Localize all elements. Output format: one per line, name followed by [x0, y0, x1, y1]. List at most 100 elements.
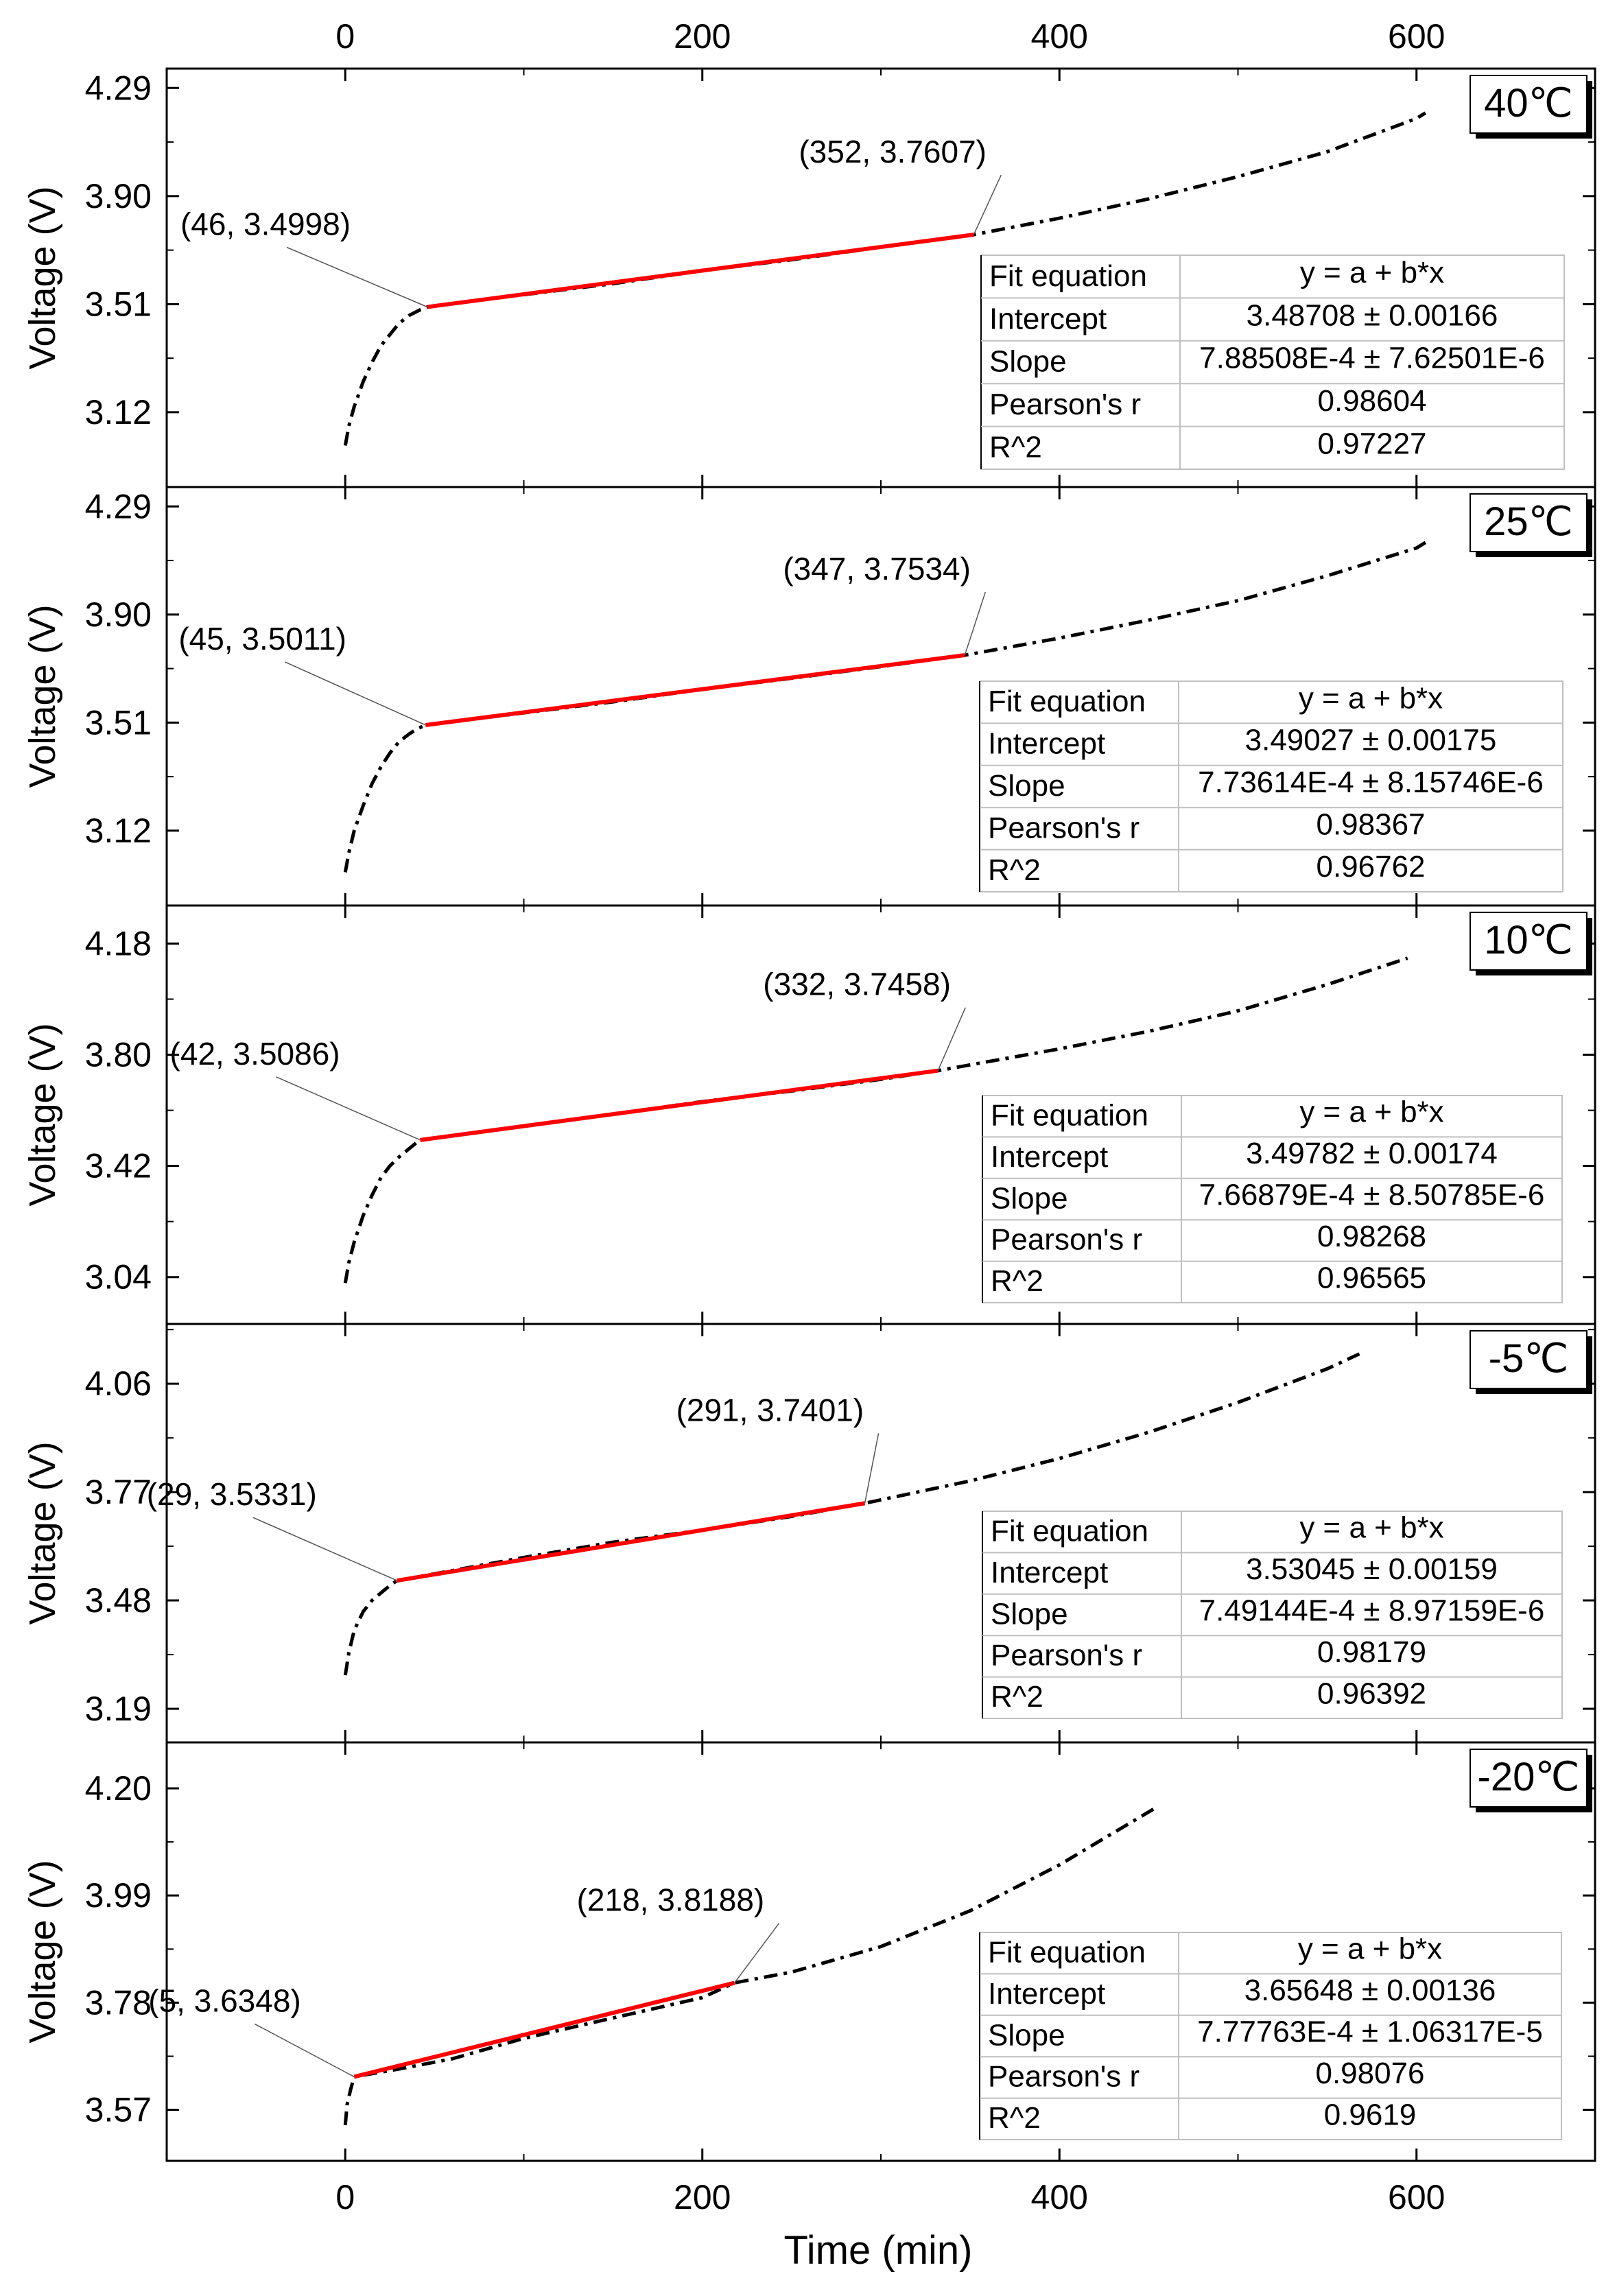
fit-table-value: 0.98268 — [1317, 1220, 1426, 1253]
fit-table-value: 7.77763E-4 ± 1.06317E-5 — [1197, 2015, 1543, 2048]
linear-fit-line — [425, 653, 965, 727]
fit-table-value: 0.97227 — [1317, 427, 1426, 461]
fit-table-key: R^2 — [991, 1264, 1043, 1298]
annotation-leader — [254, 2023, 355, 2078]
temperature-label: -20℃ — [1478, 1755, 1580, 1799]
annotation-leader — [973, 174, 1002, 235]
fit-table-value: 7.73614E-4 ± 8.15746E-6 — [1198, 766, 1544, 799]
fit-table-key: Fit equation — [991, 1514, 1148, 1548]
fit-table-value: 0.98604 — [1317, 384, 1426, 418]
fit-table-key: R^2 — [989, 431, 1042, 464]
fit-table-value: 7.66879E-4 ± 8.50785E-6 — [1199, 1178, 1545, 1211]
temperature-label: -5℃ — [1489, 1336, 1569, 1381]
fit-table-frame — [979, 1932, 1562, 2140]
y-tick-label: 4.06 — [85, 1364, 152, 1403]
fit-table-frame — [982, 1511, 1563, 1719]
annotation-label: (352, 3.7607) — [799, 134, 987, 169]
fit-table-key: Pearson's r — [988, 811, 1140, 844]
fit-table-value: 7.88508E-4 ± 7.62501E-6 — [1199, 342, 1545, 375]
fit-table-key: Fit equation — [989, 259, 1147, 293]
linear-fit-line — [353, 1980, 735, 2079]
y-tick-label: 3.42 — [85, 1147, 152, 1185]
panel-3: 3.04 3.42 3.80 4.18 Voltage (V) (42, 3.5086) (… — [22, 904, 1596, 1325]
linear-fit-line — [420, 1068, 939, 1142]
fit-table-frame — [980, 255, 1565, 470]
fit-table: Fit equation y = a + b*x Intercept 3.65648 … — [979, 1932, 1562, 2140]
annotation-label: (218, 3.8188) — [577, 1882, 765, 1918]
y-tick-label: 4.29 — [85, 69, 152, 107]
y-tick-label: 3.78 — [85, 1983, 152, 2022]
y-tick-label: 4.18 — [85, 924, 152, 962]
panel-2: 3.12 3.51 3.90 4.29 Voltage (V) (45, 3.5011) (… — [22, 486, 1596, 907]
fit-table: Fit equation y = a + b*x Intercept 3.49027 … — [979, 680, 1563, 892]
y-tick-label: 3.51 — [85, 703, 152, 742]
x-tick-label-bottom: 0 — [335, 2178, 355, 2216]
y-tick-label: 3.57 — [85, 2091, 152, 2129]
fit-table-key: Pearson's r — [989, 388, 1141, 421]
y-tick-label: 3.12 — [85, 393, 152, 431]
annotation-leader — [276, 1076, 421, 1141]
shared-x-axes: 0 0 200 200 400 400 600 600 — [335, 17, 1445, 2216]
annotation-leader — [937, 1007, 966, 1071]
y-axis-title: Voltage (V) — [22, 186, 63, 369]
linear-fit-line — [397, 1501, 866, 1583]
fit-table-value: 0.98367 — [1316, 807, 1425, 841]
y-tick-label: 3.90 — [85, 595, 152, 634]
x-tick-label-top: 0 — [335, 17, 355, 56]
x-tick-label-bottom: 400 — [1031, 2178, 1088, 2216]
temperature-box — [1470, 75, 1588, 134]
fit-table-value: 7.49144E-4 ± 8.97159E-6 — [1199, 1594, 1545, 1627]
panel-4: 3.19 3.48 3.77 4.06 Voltage (V) (29, 3.5331) (… — [22, 1323, 1596, 1744]
fit-table-value: 0.96392 — [1317, 1677, 1426, 1710]
fit-table-key: Pearson's r — [988, 2060, 1140, 2094]
y-tick-label: 3.48 — [85, 1581, 152, 1620]
fit-table-key: Slope — [989, 345, 1067, 379]
temperature-label: 40℃ — [1484, 81, 1573, 126]
annotation-label: (46, 3.4998) — [180, 206, 351, 241]
annotation-label: (291, 3.7401) — [676, 1392, 864, 1428]
annotation-label: (332, 3.7458) — [763, 967, 951, 1002]
y-tick-label: 3.99 — [85, 1876, 152, 1915]
annotation-label: (29, 3.5331) — [147, 1476, 317, 1512]
fit-table-value: 0.98179 — [1317, 1635, 1426, 1669]
fit-table-key: Slope — [988, 769, 1065, 803]
fit-table-value: 3.48708 ± 0.00166 — [1247, 298, 1498, 332]
fit-table-key: Intercept — [988, 727, 1105, 761]
annotation-label: (42, 3.5086) — [170, 1036, 340, 1072]
linear-fit-line — [427, 233, 974, 309]
fit-table-key: Intercept — [991, 1556, 1108, 1589]
fit-table-value: y = a + b*x — [1299, 1511, 1443, 1545]
fit-table-value: 3.49782 ± 0.00174 — [1246, 1137, 1498, 1170]
fit-table-key: R^2 — [991, 1680, 1043, 1714]
x-tick-label-top: 200 — [674, 17, 731, 56]
fit-table-value: 0.98076 — [1315, 2057, 1424, 2090]
fit-table-key: Fit equation — [988, 1935, 1146, 1969]
y-axis-title: Voltage (V) — [22, 604, 63, 788]
annotation-leader — [252, 1517, 398, 1581]
y-tick-label: 3.90 — [85, 177, 152, 215]
fit-table-key: Intercept — [991, 1140, 1108, 1174]
x-tick-label-bottom: 600 — [1388, 2178, 1445, 2216]
annotation-leader — [964, 591, 987, 656]
x-tick-label-top: 400 — [1031, 17, 1088, 56]
fit-table-key: R^2 — [988, 2101, 1041, 2135]
fit-table-frame — [979, 680, 1563, 892]
fit-table-value: y = a + b*x — [1300, 256, 1444, 289]
fit-table-key: R^2 — [988, 853, 1041, 887]
y-tick-label: 4.20 — [85, 1769, 152, 1808]
annotation-label: (5, 3.6348) — [148, 1983, 300, 2018]
fit-table-value: 3.65648 ± 0.00136 — [1244, 1974, 1496, 2007]
annotation-leader — [864, 1433, 880, 1504]
fit-table-key: Pearson's r — [991, 1639, 1142, 1672]
fit-table-value: 0.96762 — [1316, 850, 1425, 884]
y-tick-label: 3.77 — [85, 1473, 152, 1511]
fit-table-key: Fit equation — [988, 685, 1146, 718]
annotation-leader — [733, 1923, 780, 1983]
fit-table-value: 0.96565 — [1317, 1261, 1426, 1294]
x-tick-label-top: 600 — [1388, 17, 1445, 56]
annotation-leader — [285, 661, 426, 726]
fit-table-value: 0.9619 — [1324, 2098, 1417, 2131]
fit-table-key: Pearson's r — [991, 1223, 1142, 1257]
fit-table-value: y = a + b*x — [1299, 1096, 1443, 1129]
